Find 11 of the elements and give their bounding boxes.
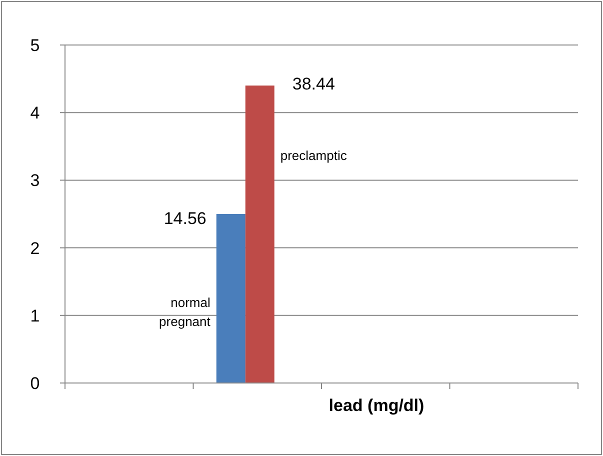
annotation: 38.44 — [292, 74, 335, 94]
y-tick-label: 3 — [30, 171, 40, 190]
y-tick-label: 2 — [30, 238, 40, 258]
annotation: 14.56 — [164, 209, 206, 228]
x-axis-title: lead (mg/dl) — [328, 396, 424, 415]
y-tick-label: 4 — [30, 104, 40, 123]
y-tick-label: 0 — [30, 374, 40, 393]
y-tick-label: 5 — [30, 36, 40, 55]
series-label: preclamptic — [280, 148, 348, 163]
series-label: normal pregnant — [159, 294, 211, 329]
y-tick-label: 1 — [30, 306, 40, 326]
